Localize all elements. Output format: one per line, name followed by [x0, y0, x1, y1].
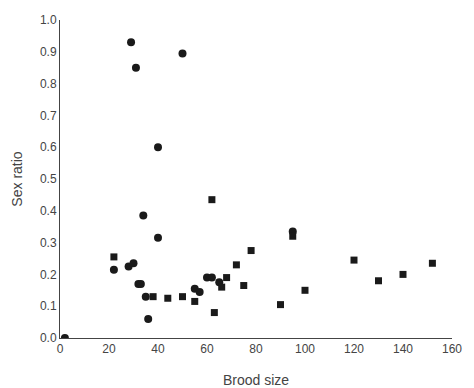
svg-text:60: 60: [200, 342, 214, 356]
svg-text:160: 160: [442, 342, 462, 356]
svg-text:1.0: 1.0: [40, 13, 57, 27]
svg-text:0.2: 0.2: [40, 268, 57, 282]
svg-text:0.7: 0.7: [40, 109, 57, 123]
svg-text:0: 0: [57, 342, 64, 356]
svg-text:0.0: 0.0: [40, 331, 57, 345]
svg-text:0.5: 0.5: [40, 172, 57, 186]
svg-text:80: 80: [249, 342, 263, 356]
svg-text:140: 140: [393, 342, 413, 356]
svg-text:20: 20: [102, 342, 116, 356]
svg-text:0.4: 0.4: [40, 204, 57, 218]
svg-text:0.6: 0.6: [40, 140, 57, 154]
svg-text:0.9: 0.9: [40, 45, 57, 59]
svg-text:0.8: 0.8: [40, 77, 57, 91]
svg-text:Sex ratio: Sex ratio: [9, 151, 25, 206]
svg-text:40: 40: [151, 342, 165, 356]
svg-text:100: 100: [295, 342, 315, 356]
svg-text:Brood size: Brood size: [223, 372, 289, 388]
svg-text:0.3: 0.3: [40, 236, 57, 250]
svg-text:120: 120: [344, 342, 364, 356]
svg-text:0.1: 0.1: [40, 299, 57, 313]
